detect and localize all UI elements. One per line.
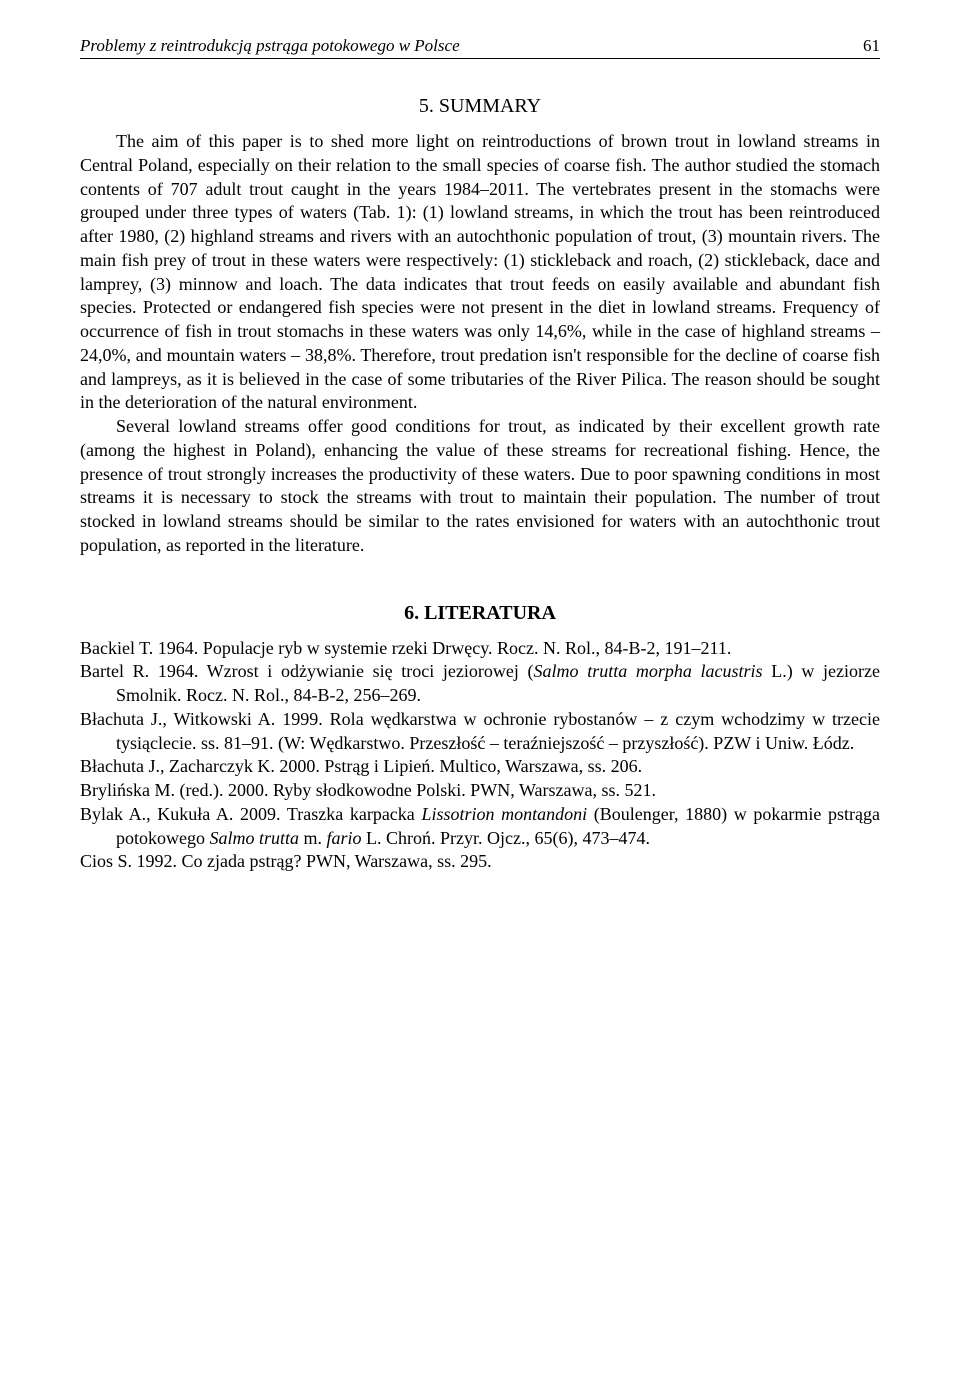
ref-italic: Salmo trutta: [210, 828, 300, 848]
ref-text: Backiel T. 1964. Populacje ryb w systemi…: [80, 638, 731, 658]
ref-italic: Lissotrion montandoni: [421, 804, 587, 824]
ref-text: L. Chroń. Przyr. Ojcz., 65(6), 473–474.: [362, 828, 650, 848]
summary-heading: 5. SUMMARY: [80, 95, 880, 118]
reference-entry: Brylińska M. (red.). 2000. Ryby słodkowo…: [80, 779, 880, 803]
reference-entry: Błachuta J., Witkowski A. 1999. Rola węd…: [80, 708, 880, 756]
reference-entry: Bylak A., Kukuła A. 2009. Traszka karpac…: [80, 803, 880, 851]
summary-paragraph-1: The aim of this paper is to shed more li…: [80, 130, 880, 415]
literature-heading: 6. LITERATURA: [80, 602, 880, 625]
running-header: Problemy z reintrodukcją pstrąga potokow…: [80, 36, 880, 59]
reference-entry: Błachuta J., Zacharczyk K. 2000. Pstrąg …: [80, 755, 880, 779]
reference-entry: Bartel R. 1964. Wzrost i odżywianie się …: [80, 660, 880, 708]
ref-text: Błachuta J., Zacharczyk K. 2000. Pstrąg …: [80, 756, 642, 776]
ref-italic: Salmo trutta morpha lacustris: [534, 661, 763, 681]
ref-text: Brylińska M. (red.). 2000. Ryby słodkowo…: [80, 780, 656, 800]
reference-entry: Cios S. 1992. Co zjada pstrąg? PWN, Wars…: [80, 850, 880, 874]
ref-italic: fario: [327, 828, 362, 848]
ref-text: m.: [299, 828, 327, 848]
ref-text: Bylak A., Kukuła A. 2009. Traszka karpac…: [80, 804, 421, 824]
reference-entry: Backiel T. 1964. Populacje ryb w systemi…: [80, 637, 880, 661]
ref-text: Cios S. 1992. Co zjada pstrąg? PWN, Wars…: [80, 851, 492, 871]
running-title: Problemy z reintrodukcją pstrąga potokow…: [80, 36, 460, 56]
page-number: 61: [863, 36, 880, 56]
ref-text: Bartel R. 1964. Wzrost i odżywianie się …: [80, 661, 534, 681]
ref-text: Błachuta J., Witkowski A. 1999. Rola węd…: [80, 709, 880, 753]
summary-paragraph-2: Several lowland streams offer good condi…: [80, 415, 880, 558]
